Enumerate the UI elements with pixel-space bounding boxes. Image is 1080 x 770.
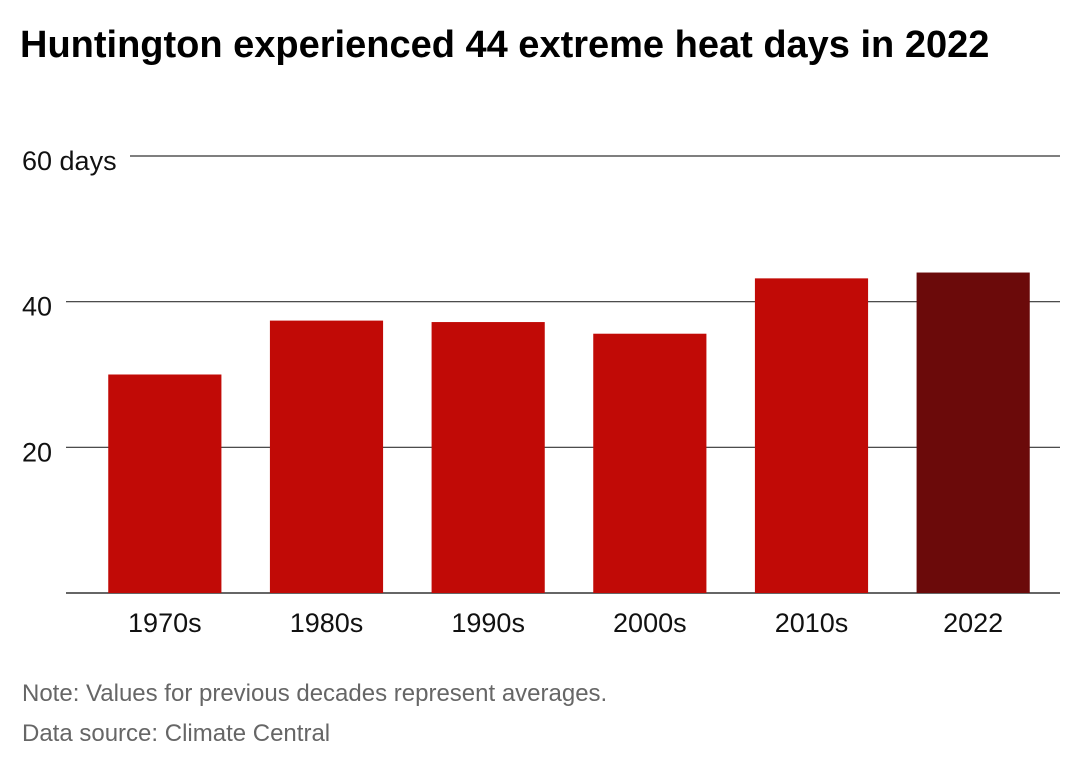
data-source: Data source: Climate Central <box>22 720 331 747</box>
chart-note: Note: Values for previous decades repres… <box>22 680 608 707</box>
y-axis-ticks: 20 40 60 days <box>22 146 117 467</box>
x-tick-label: 1990s <box>451 608 525 638</box>
bar <box>431 322 545 593</box>
y-tick-label: 40 <box>22 292 52 322</box>
bar <box>916 272 1030 593</box>
x-tick-label: 1970s <box>128 608 202 638</box>
y-tick-label: 60 days <box>22 146 117 176</box>
bar <box>108 374 222 593</box>
y-tick-label: 20 <box>22 437 52 467</box>
bars <box>108 272 1030 593</box>
bar <box>754 278 869 593</box>
bar <box>593 333 707 593</box>
chart-title: Huntington experienced 44 extreme heat d… <box>20 24 990 66</box>
bar <box>269 320 384 593</box>
bar-chart: 20 40 60 days 1970s 1980s 1990s 2000s 2010s 202… <box>22 146 1060 638</box>
x-tick-label: 2022 <box>943 608 1003 638</box>
x-tick-label: 1980s <box>290 608 364 638</box>
x-tick-label: 2000s <box>613 608 687 638</box>
x-axis-ticks: 1970s 1980s 1990s 2000s 2010s 2022 <box>128 608 1003 638</box>
x-tick-label: 2010s <box>775 608 849 638</box>
gridlines <box>66 155 1060 594</box>
